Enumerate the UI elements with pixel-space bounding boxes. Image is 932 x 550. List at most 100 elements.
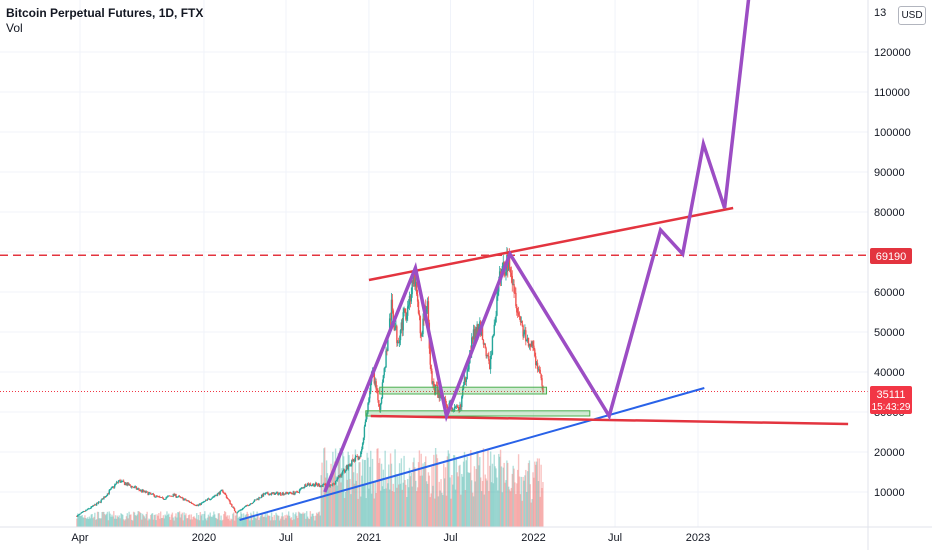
candle-body bbox=[208, 498, 211, 500]
volume-bar bbox=[95, 519, 98, 527]
volume-bar bbox=[122, 514, 124, 527]
candle-body bbox=[116, 482, 119, 484]
volume-bar bbox=[540, 464, 542, 527]
volume-bar bbox=[110, 516, 112, 527]
candle-body bbox=[159, 497, 162, 498]
candle-body bbox=[429, 348, 431, 365]
volume-bar bbox=[239, 516, 241, 527]
candle-body bbox=[369, 391, 371, 399]
candle-body bbox=[415, 281, 417, 287]
volume-bar bbox=[174, 516, 176, 527]
candle-body bbox=[223, 492, 225, 493]
symbol-title[interactable]: Bitcoin Perpetual Futures, 1D, FTX bbox=[6, 6, 204, 20]
candle-body bbox=[461, 388, 464, 397]
volume-bar bbox=[194, 517, 196, 527]
volume-bar bbox=[500, 466, 503, 527]
volume-bar bbox=[342, 451, 344, 527]
candle-body bbox=[505, 272, 507, 275]
volume-bar bbox=[105, 513, 108, 527]
volume-indicator-label[interactable]: Vol bbox=[6, 21, 23, 35]
candle-body bbox=[356, 456, 358, 458]
candle-body bbox=[198, 503, 201, 505]
candle-body bbox=[217, 492, 220, 494]
candle-body bbox=[92, 505, 94, 507]
candle-body bbox=[130, 485, 132, 488]
candle-body bbox=[490, 354, 493, 357]
candle-body bbox=[230, 503, 232, 505]
price-axis[interactable]: 1000020000300004000050000600007000080000… bbox=[867, 0, 911, 550]
candle-body bbox=[333, 483, 336, 485]
volume-bar bbox=[83, 517, 85, 527]
volume-bar bbox=[415, 480, 417, 527]
candle-body bbox=[379, 406, 381, 410]
candle-body bbox=[376, 389, 378, 391]
volume-bar bbox=[343, 498, 346, 527]
volume-bar bbox=[488, 491, 490, 527]
volume-bar bbox=[294, 514, 296, 527]
volume-bar bbox=[473, 466, 476, 527]
volume-bar bbox=[458, 465, 460, 527]
candle-body bbox=[471, 337, 473, 354]
candle-body bbox=[434, 386, 436, 394]
volume-bar bbox=[362, 485, 365, 527]
volume-bar bbox=[498, 456, 501, 527]
volume-bar bbox=[98, 518, 101, 527]
candle-body bbox=[410, 294, 413, 302]
candle-body bbox=[377, 390, 379, 401]
candle-body bbox=[118, 479, 120, 482]
volume-bar bbox=[138, 511, 140, 527]
volume-bar bbox=[237, 517, 239, 527]
currency-badge[interactable]: USD bbox=[898, 6, 926, 25]
candle-body bbox=[181, 497, 184, 499]
candle-body bbox=[323, 483, 325, 485]
volume-bar bbox=[221, 520, 223, 527]
volume-bar bbox=[107, 520, 110, 527]
volume-bar bbox=[421, 475, 423, 527]
candle-body bbox=[378, 400, 380, 407]
volume-bar bbox=[136, 514, 138, 527]
price-labels: 69190 35111 15:43:29 bbox=[870, 248, 912, 414]
candle-body bbox=[245, 505, 248, 507]
candle-body bbox=[122, 480, 124, 482]
candle-body bbox=[541, 378, 543, 386]
candle-body bbox=[284, 493, 286, 495]
candle-body bbox=[516, 306, 518, 313]
candle-body bbox=[108, 490, 110, 494]
volume-bar bbox=[307, 518, 310, 527]
volume-bar bbox=[222, 519, 224, 527]
volume-bar bbox=[396, 487, 398, 527]
volume-bar bbox=[263, 516, 266, 527]
candle-body bbox=[136, 488, 138, 490]
candle-body bbox=[105, 495, 108, 497]
candle-body bbox=[510, 272, 513, 276]
volume-bar bbox=[406, 479, 409, 527]
volume-bar bbox=[128, 511, 130, 527]
candle-body bbox=[228, 499, 230, 501]
volume-bar bbox=[333, 469, 335, 527]
candle-body bbox=[221, 490, 223, 492]
candle-body bbox=[363, 426, 366, 438]
volume-bar bbox=[132, 520, 134, 527]
volume-bar bbox=[315, 515, 317, 527]
candle-body bbox=[402, 312, 404, 331]
volume-bar bbox=[289, 518, 292, 527]
candle-body bbox=[86, 508, 89, 510]
candle-body bbox=[251, 503, 253, 505]
candle-body bbox=[194, 504, 196, 506]
candle-body bbox=[468, 362, 470, 370]
volume-bar bbox=[304, 512, 306, 527]
candle-body bbox=[134, 486, 137, 488]
candle-body bbox=[239, 510, 241, 511]
volume-bar bbox=[159, 518, 161, 527]
volume-bar bbox=[103, 511, 105, 527]
volume-bar bbox=[85, 517, 87, 527]
candle-body bbox=[145, 491, 147, 493]
candle-body bbox=[465, 378, 467, 383]
candle-body bbox=[278, 493, 280, 495]
candle-body bbox=[275, 492, 277, 494]
volume-bar bbox=[431, 466, 433, 527]
volume-bar bbox=[449, 477, 451, 527]
candle-body bbox=[497, 291, 499, 297]
time-axis[interactable]: Apr 2020 Jul 2021 Jul 2022 Jul 2023 bbox=[0, 526, 932, 544]
